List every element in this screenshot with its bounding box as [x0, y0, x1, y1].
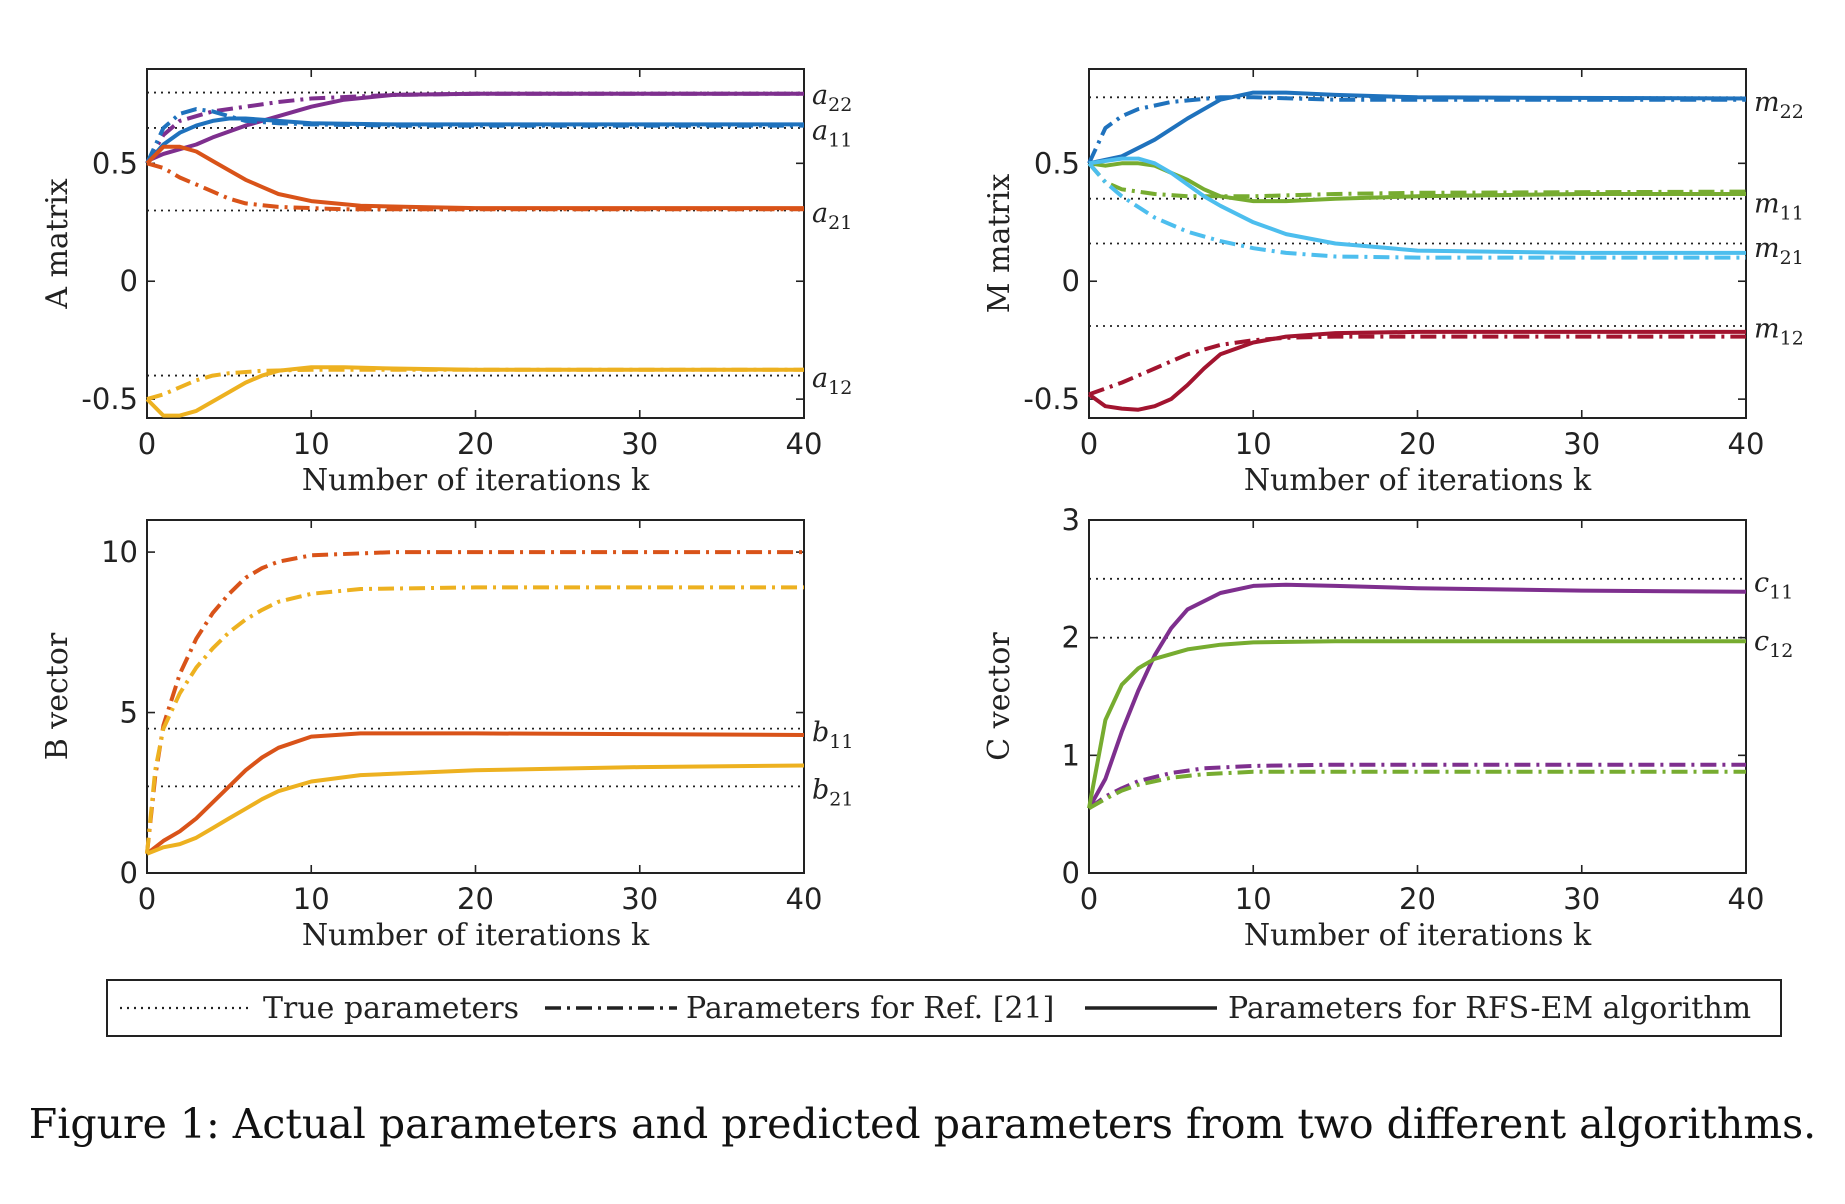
- b-axes-box: [146, 519, 805, 874]
- legend: True parameters Parameters for Ref. [21]…: [106, 979, 1782, 1037]
- b-xtick-label: 40: [786, 882, 823, 916]
- a-xtick-label: 30: [621, 427, 658, 461]
- series-a22-rfsem: [146, 91, 804, 163]
- series-c11-rfsem: [1087, 582, 1747, 810]
- b-ytick-label: 0: [120, 856, 138, 890]
- a-xtick-label: 10: [293, 427, 330, 461]
- legend-ref-label: Parameters for Ref. [21]: [686, 991, 1054, 1026]
- series-m22-ref21: [1087, 95, 1746, 165]
- c-ytick-label: 1: [1062, 738, 1080, 772]
- c-xtick-label: 40: [1728, 882, 1765, 916]
- a-xtick-label: 40: [786, 427, 823, 461]
- series-m11-rfsem: [1088, 161, 1746, 204]
- param-label-m11: m11: [1754, 188, 1804, 224]
- series-b21-ref21: [145, 585, 804, 854]
- a-ytick-label: 0: [120, 264, 138, 298]
- series-m22-rfsem: [1088, 90, 1747, 166]
- series-m12-rfsem: [1087, 329, 1746, 412]
- c-x-axis-label: Number of iterations k: [1244, 918, 1592, 953]
- m-ytick-label: 0.5: [1034, 146, 1080, 180]
- c-ytick-label: 0: [1062, 856, 1080, 890]
- param-label-a22: a22: [812, 80, 852, 116]
- param-label-m12: m12: [1754, 313, 1804, 349]
- param-label-b21: b21: [812, 775, 853, 811]
- b-y-axis-label: B vector: [40, 632, 75, 760]
- c-xtick-label: 0: [1080, 882, 1098, 916]
- c-xtick-label: 10: [1235, 882, 1272, 916]
- m-xtick-label: 30: [1563, 427, 1600, 461]
- m-xtick-label: 40: [1728, 427, 1765, 461]
- c-xtick-label: 30: [1563, 882, 1600, 916]
- b-xtick-label: 10: [293, 882, 330, 916]
- series-a12-ref21: [146, 367, 804, 402]
- param-label-b11: b11: [812, 717, 853, 753]
- series-c12-rfsem: [1087, 639, 1746, 809]
- c-y-axis-label: C vector: [982, 632, 1017, 761]
- b-x-axis-label: Number of iterations k: [302, 918, 650, 953]
- a-xtick-label: 20: [457, 427, 494, 461]
- b-xtick-label: 30: [621, 882, 658, 916]
- b-xtick-label: 0: [138, 882, 156, 916]
- series-c11-ref21: [1087, 762, 1746, 810]
- series-m12-ref21: [1088, 334, 1746, 397]
- series-a21-rfsem: [145, 144, 804, 211]
- param-label-c11: c11: [1754, 567, 1793, 603]
- figure-caption: Figure 1: Actual parameters and predicte…: [28, 1100, 1817, 1148]
- m-xtick-label: 20: [1399, 427, 1436, 461]
- series-m21-rfsem: [1088, 156, 1746, 255]
- b-ytick-label: 10: [101, 535, 138, 569]
- a-ytick-label: -0.5: [81, 382, 138, 416]
- series-a21-ref21: [146, 161, 804, 212]
- c-axes-box: [1088, 519, 1747, 874]
- param-label-m22: m22: [1754, 87, 1804, 123]
- m-xtick-label: 0: [1080, 427, 1098, 461]
- series-a11-ref21: [145, 107, 804, 165]
- m-xtick-label: 10: [1235, 427, 1272, 461]
- param-label-m21: m21: [1754, 233, 1804, 269]
- m-x-axis-label: Number of iterations k: [1244, 463, 1592, 498]
- b-ytick-label: 5: [120, 696, 138, 730]
- m-ytick-label: 0: [1062, 264, 1080, 298]
- c-xtick-label: 20: [1399, 882, 1436, 916]
- series-m21-ref21: [1087, 161, 1746, 260]
- a-y-axis-label: A matrix: [40, 178, 75, 310]
- a-ytick-label: 0.5: [92, 146, 138, 180]
- series-b21-rfsem: [146, 763, 805, 856]
- param-label-a12: a12: [812, 363, 852, 399]
- legend-true-label: True parameters: [263, 991, 519, 1026]
- param-label-c12: c12: [1754, 626, 1793, 662]
- b-xtick-label: 20: [457, 882, 494, 916]
- c-ytick-label: 3: [1062, 503, 1080, 537]
- m-ytick-label: -0.5: [1023, 382, 1080, 416]
- legend-rfs-label: Parameters for RFS-EM algorithm: [1228, 991, 1751, 1026]
- legend-box: [106, 979, 1782, 1037]
- series-a12-rfsem: [145, 365, 804, 418]
- param-label-a21: a21: [812, 198, 852, 234]
- series-c12-ref21: [1088, 769, 1746, 811]
- series-b11-rfsem: [145, 731, 805, 856]
- a-x-axis-label: Number of iterations k: [302, 463, 650, 498]
- m-y-axis-label: M matrix: [982, 174, 1017, 314]
- param-label-a11: a11: [812, 115, 852, 151]
- panel-c-vector: 0 10 20 30 40 0 1 2 3 Number of iterations k C vec…: [982, 503, 1793, 953]
- series-a22-ref21: [145, 91, 804, 165]
- c-ytick-label: 2: [1062, 621, 1080, 655]
- a-xtick-label: 0: [138, 427, 156, 461]
